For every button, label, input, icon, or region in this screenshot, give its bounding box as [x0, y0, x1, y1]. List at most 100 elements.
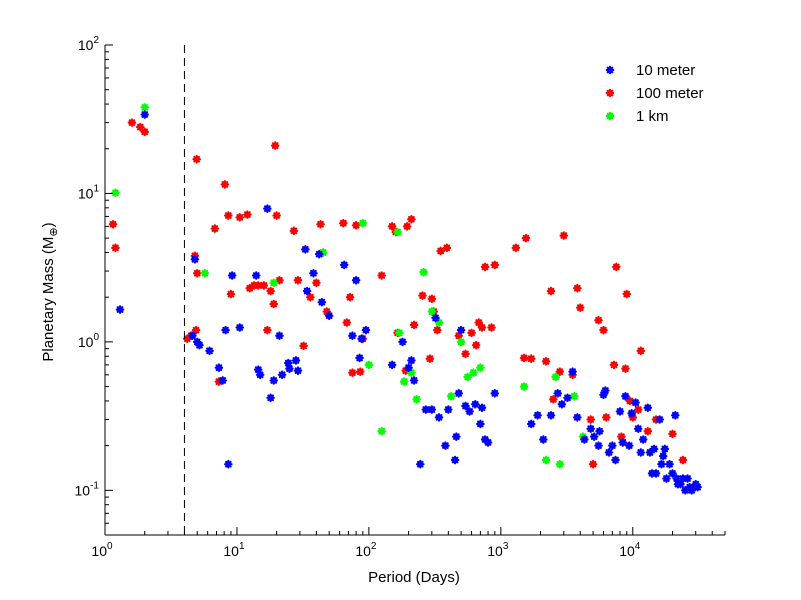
data-point-100-meter — [549, 395, 558, 404]
data-point-100-meter — [192, 268, 202, 278]
data-point-100-meter — [191, 325, 201, 335]
data-point-100-meter — [263, 325, 272, 335]
data-point-100-meter — [266, 286, 275, 296]
data-point-10-meter — [649, 444, 659, 454]
legend: 10 meter 100 meter 1 km — [605, 62, 704, 125]
data-point-100-meter — [471, 340, 481, 350]
legend-marker-100-meter — [605, 88, 615, 98]
data-point-10-meter — [214, 363, 224, 372]
data-point-100-meter — [575, 303, 585, 312]
data-point-10-meter — [601, 386, 610, 395]
data-point-10-meter — [227, 271, 237, 280]
data-point-10-meter — [140, 110, 150, 119]
data-point-1-km — [427, 307, 437, 316]
data-point-10-meter — [599, 390, 608, 400]
data-point-10-meter — [636, 448, 646, 457]
data-point-100-meter — [636, 346, 646, 356]
data-point-100-meter — [345, 292, 355, 302]
y-tick-label: 102 — [78, 35, 100, 53]
y-tick-label: 10-1 — [75, 480, 100, 498]
x-tick-label-exp: 0 — [107, 541, 113, 552]
data-point-100-meter — [621, 364, 630, 373]
data-point-10-meter — [633, 424, 643, 434]
data-point-10-meter — [456, 325, 466, 335]
data-point-10-meter — [668, 469, 677, 478]
data-point-100-meter — [348, 368, 357, 377]
data-point-10-meter — [660, 444, 670, 454]
data-point-10-meter — [253, 365, 263, 374]
data-point-10-meter — [476, 419, 485, 429]
axes — [104, 44, 726, 536]
data-point-10-meter — [557, 399, 567, 409]
data-point-10-meter — [444, 405, 453, 414]
data-point-10-meter — [676, 479, 685, 489]
data-point-10-meter — [404, 363, 413, 372]
data-point-10-meter — [266, 393, 275, 403]
data-point-100-meter — [643, 426, 653, 436]
data-point-10-meter — [687, 486, 697, 495]
data-point-10-meter — [461, 401, 470, 411]
data-point-10-meter — [235, 323, 245, 332]
y-tick-label: 101 — [78, 183, 100, 201]
x-tick-label-exp: 1 — [239, 541, 245, 552]
data-point-10-meter — [221, 325, 230, 335]
data-point-10-meter — [611, 455, 620, 465]
data-point-10-meter — [655, 415, 665, 424]
data-point-10-meter — [195, 340, 204, 350]
y-axis-label: Planetary Mass (M⊕) — [40, 222, 60, 361]
data-point-10-meter — [309, 268, 318, 278]
data-point-1-km — [318, 248, 328, 257]
data-point-1-km — [399, 377, 409, 386]
data-point-10-meter — [454, 389, 464, 398]
data-point-1-km — [394, 328, 404, 338]
data-point-100-meter — [214, 377, 224, 386]
data-point-100-meter — [407, 214, 416, 224]
data-point-10-meter — [539, 435, 548, 444]
data-point-10-meter — [470, 399, 480, 409]
data-point-10-meter — [657, 459, 666, 469]
y-tick-label: 100 — [78, 332, 100, 350]
data-point-100-meter — [480, 262, 490, 272]
data-point-1-km — [140, 103, 150, 112]
data-point-10-meter — [490, 389, 500, 398]
data-point-100-meter — [355, 367, 365, 376]
data-point-100-meter — [306, 292, 315, 302]
data-point-100-meter — [609, 360, 619, 370]
data-point-10-meter — [627, 409, 636, 418]
data-point-100-meter — [342, 318, 352, 327]
data-point-1-km — [463, 372, 472, 382]
data-point-100-meter — [351, 221, 361, 230]
y-axis-label-main: Planetary Mass (M — [40, 237, 57, 362]
x-tick-label-base: 10 — [355, 543, 371, 559]
y-tick-label-base: 10 — [78, 334, 94, 350]
data-point-10-meter — [188, 331, 197, 341]
data-point-10-meter — [351, 275, 361, 285]
data-point-100-meter — [220, 180, 230, 189]
data-point-1-km — [200, 268, 210, 278]
data-point-10-meter — [302, 286, 312, 296]
data-point-10-meter — [621, 391, 630, 401]
data-point-100-meter — [427, 294, 437, 304]
data-point-100-meter — [140, 127, 150, 137]
data-point-100-meter — [617, 432, 626, 441]
data-point-1-km — [407, 368, 416, 377]
data-point-10-meter — [255, 370, 265, 380]
x-tick-label: 102 — [355, 541, 377, 559]
series-1-km — [111, 103, 588, 469]
data-point-10-meter — [339, 260, 349, 270]
data-point-10-meter — [651, 469, 661, 478]
data-point-10-meter — [251, 271, 261, 280]
data-point-100-meter — [436, 246, 445, 256]
y-tick-label-exp: -1 — [90, 480, 99, 491]
data-point-10-meter — [434, 413, 444, 422]
data-point-100-meter — [477, 323, 487, 332]
data-point-100-meter — [377, 271, 386, 280]
data-point-100-meter — [622, 289, 632, 299]
legend-marker-1-km — [605, 111, 615, 121]
data-point-10-meter — [314, 249, 324, 259]
data-point-100-meter — [299, 341, 308, 351]
legend-label-1-km: 1 km — [636, 108, 669, 125]
data-point-10-meter — [526, 419, 536, 429]
